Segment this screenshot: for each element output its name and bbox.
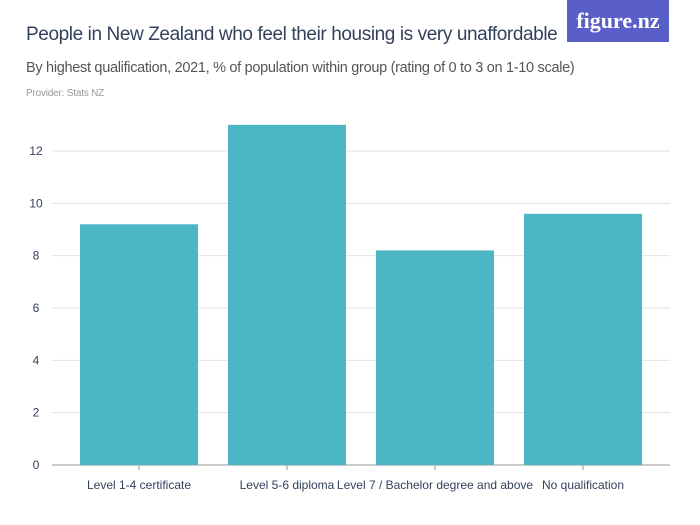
y-tick-label: 10: [29, 196, 43, 210]
x-tick-label: Level 5-6 diploma: [240, 478, 335, 492]
chart-subtitle: By highest qualification, 2021, % of pop…: [26, 60, 575, 76]
chart-title: People in New Zealand who feel their hou…: [26, 24, 558, 45]
bar: [376, 250, 494, 465]
x-tick-label: Level 1-4 certificate: [87, 478, 191, 492]
x-tick-label: No qualification: [542, 478, 624, 492]
y-tick-label: 4: [33, 353, 40, 367]
y-tick-label: 8: [33, 249, 40, 263]
x-tick-label: Level 7 / Bachelor degree and above: [337, 478, 533, 492]
y-tick-label: 6: [33, 301, 40, 315]
y-tick-label: 12: [29, 144, 43, 158]
bar: [228, 124, 346, 465]
figure-nz-logo[interactable]: figure.nz: [567, 0, 669, 42]
y-tick-label: 2: [33, 406, 40, 420]
bar: [524, 213, 642, 465]
y-tick-label: 0: [33, 458, 40, 472]
provider-label: Provider: Stats NZ: [26, 88, 105, 99]
bar: [80, 224, 198, 465]
